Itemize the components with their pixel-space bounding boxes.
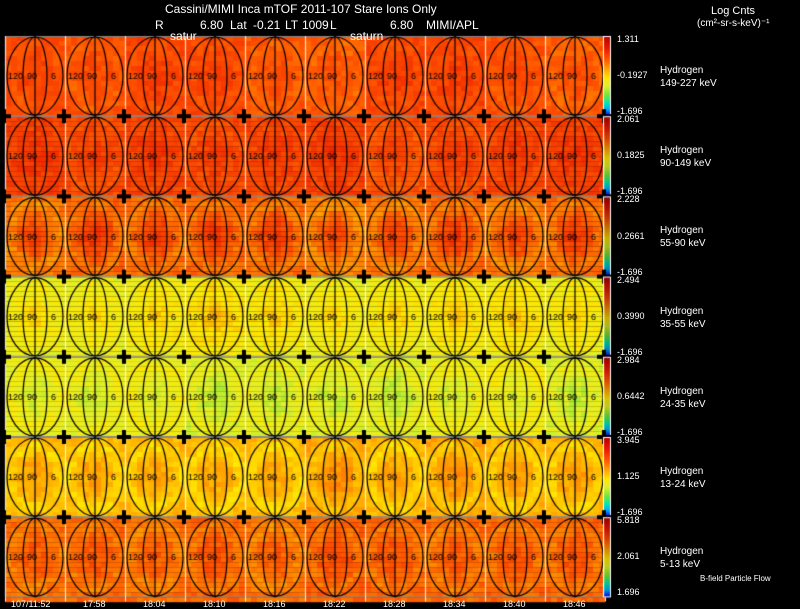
colorbar-max-label: 3.945: [617, 435, 640, 445]
time-tick-label: 18:46: [563, 599, 586, 609]
time-tick-label: 18:34: [443, 599, 466, 609]
colorbar-min-label: -1.696: [617, 346, 643, 357]
colorbar-min-label: -1.696: [617, 106, 643, 117]
r-value: 6.80: [200, 18, 224, 32]
data-source: MIMI/APL: [426, 18, 479, 32]
colorbar-min-label: -1.696: [617, 186, 643, 197]
colorbar-max-label: 2.061: [617, 114, 640, 125]
colorbar-max-label: 2.228: [617, 194, 640, 205]
panel-species-label: Hydrogen: [660, 145, 704, 157]
b-field-note: B-field Particle Flow: [700, 574, 771, 583]
time-tick-label: 107/11:52: [11, 599, 51, 609]
panel-energy-label: 13-24 keV: [660, 479, 706, 490]
colorbar-mid-label: 0.2661: [617, 230, 645, 241]
panel-energy-label: 55-90 keV: [660, 238, 706, 250]
lat-value: -0.21: [253, 18, 281, 32]
panel-species-label: Hydrogen: [660, 466, 704, 477]
panel-energy-label: 24-35 keV: [660, 398, 706, 410]
colorbar-min-label: -1.696: [617, 266, 643, 277]
planet-label: satur: [170, 29, 197, 43]
colorbar-max-label: 1.311: [617, 34, 639, 44]
time-tick-label: 18:10: [203, 599, 226, 609]
l-value: 6.80: [390, 18, 414, 32]
panel-species-label: Hydrogen: [660, 546, 704, 558]
colorbar-min-label: -1.696: [617, 427, 643, 437]
panel-energy-label: 149-227 keV: [660, 78, 717, 89]
colorbar-mid-label: 0.6442: [617, 390, 645, 401]
panel-energy-label: 35-55 keV: [660, 318, 706, 330]
l-label: L: [330, 18, 337, 32]
panel-species-label: Hydrogen: [660, 385, 704, 397]
colorbar-max-label: 5.818: [617, 515, 640, 526]
time-tick-label: 18:16: [263, 599, 286, 609]
lat-label: Lat: [230, 18, 247, 32]
panel-energy-label: 5-13 keV: [660, 559, 701, 571]
planet-label: saturn: [350, 29, 384, 43]
time-tick-label: 17:58: [83, 599, 106, 609]
colorbar-units: (cm²-sr-s-keV)⁻¹: [697, 18, 770, 29]
time-tick-label: 18:28: [383, 599, 406, 609]
colorbar-min-label: 1.696: [617, 587, 640, 598]
colorbar-min-label: -1.696: [617, 507, 643, 518]
colorbar-max-label: 2.494: [617, 274, 640, 285]
colorbar-title: Log Cnts: [711, 5, 756, 17]
colorbar-mid-label: 1.125: [617, 471, 640, 482]
colorbar-mid-label: -0.1927: [617, 70, 648, 81]
panel-species-label: Hydrogen: [660, 65, 704, 76]
colorbar-mid-label: 2.061: [617, 551, 640, 562]
panel-energy-label: 90-149 keV: [660, 158, 712, 170]
chart-title: Cassini/MIMI Inca mTOF 2011-107 Stare Io…: [165, 2, 437, 16]
colorbar-mid-label: 0.3990: [617, 310, 645, 321]
lt-label: LT: [285, 18, 299, 32]
colorbar-mid-label: 0.1825: [617, 150, 645, 161]
r-label: R: [155, 18, 164, 32]
panel-species-label: Hydrogen: [660, 225, 704, 237]
lt-value: 1009: [302, 18, 329, 32]
colorbar-max-label: 2.984: [617, 354, 640, 365]
time-tick-label: 18:40: [503, 599, 526, 609]
time-tick-label: 18:22: [323, 599, 346, 609]
time-tick-label: 18:04: [143, 599, 166, 609]
panel-species-label: Hydrogen: [660, 305, 704, 317]
